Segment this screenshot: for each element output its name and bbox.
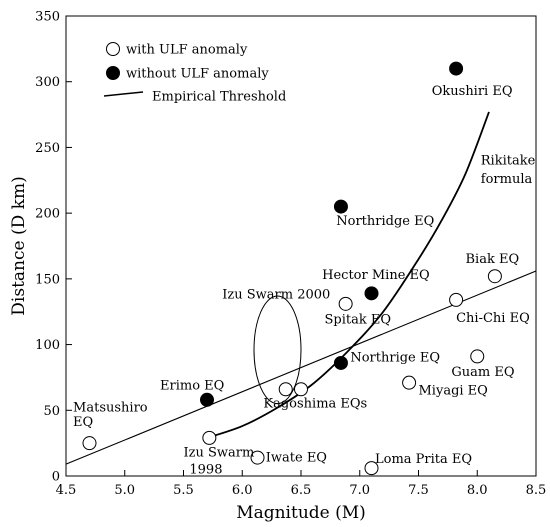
- annotation-guam: Guam EQ: [451, 365, 514, 380]
- annotation-kagoshima: Kagoshima EQs: [263, 397, 367, 412]
- point-without-ulf: [333, 199, 348, 214]
- point-without-ulf: [449, 61, 464, 76]
- annotation-erimo: Erimo EQ: [160, 378, 224, 393]
- annotation-miyagi: Miyagi EQ: [419, 384, 488, 399]
- annotations: Okushiri EQ Rikitake formula Northridge EQ B…: [73, 84, 536, 478]
- point-without-ulf: [364, 286, 379, 301]
- x-tick-label: 5.5: [173, 483, 194, 498]
- point-with-ulf: [470, 349, 485, 364]
- point-with-ulf: [82, 436, 97, 451]
- annotation-chichi: Chi-Chi EQ: [456, 311, 530, 326]
- point-with-ulf: [449, 292, 464, 307]
- x-tick-label: 8.0: [467, 483, 488, 498]
- annotation-lomaprita: Loma Prita EQ: [375, 452, 472, 467]
- point-with-ulf: [278, 382, 293, 397]
- annotation-hector: Hector Mine EQ: [322, 268, 430, 283]
- y-tick-label: 150: [35, 272, 60, 287]
- point-with-ulf: [338, 296, 353, 311]
- legend: with ULF anomaly without ULF anomaly Empir…: [103, 42, 286, 105]
- annotation-izu2000: Izu Swarm 2000: [222, 288, 330, 303]
- point-with-ulf: [202, 430, 217, 445]
- x-tick-label: 6.0: [232, 483, 253, 498]
- legend-filled-circle: [106, 66, 120, 80]
- annotation-iwate: Iwate EQ: [266, 451, 327, 466]
- legend-label: without ULF anomaly: [126, 67, 269, 82]
- point-with-ulf: [487, 269, 502, 284]
- x-axis-label: Magnitude (M): [236, 503, 366, 523]
- annotation-izu1998: 1998: [189, 462, 222, 477]
- axes: 4.5 5.0 5.5 6.0 6.5 7.0 7.5 8.0 8.5 0 50 100 150 200 2…: [35, 10, 546, 499]
- point-with-ulf: [402, 375, 417, 390]
- y-tick-label: 350: [35, 10, 60, 25]
- annotation-northridge: Northridge EQ: [336, 214, 434, 229]
- x-tick-label: 7.0: [349, 483, 370, 498]
- y-axis-label: Distance (D km): [9, 176, 29, 315]
- x-tick-label: 8.5: [526, 483, 547, 498]
- y-tick-label: 0: [52, 470, 60, 485]
- annotation-okushiri: Okushiri EQ: [432, 84, 513, 99]
- annotation-rikitake1: Rikitake: [481, 154, 536, 169]
- y-tick-label: 250: [35, 141, 60, 156]
- point-with-ulf: [364, 461, 379, 476]
- x-tick-label: 4.5: [56, 483, 77, 498]
- annotation-spitak: Spitak EQ: [325, 313, 392, 328]
- annotation-rikitake2: formula: [481, 172, 533, 187]
- annotation-matsushiro1: Matsushiro: [73, 401, 148, 416]
- point-with-ulf: [294, 382, 308, 397]
- x-tick-label: 6.5: [291, 483, 312, 498]
- point-without-ulf: [200, 392, 214, 407]
- y-tick-label: 300: [35, 75, 60, 90]
- point-without-ulf: [333, 355, 348, 370]
- annotation-matsushiro2: EQ: [73, 415, 93, 430]
- y-tick-label: 100: [35, 338, 60, 353]
- annotation-izuswarm: Izu Swarm: [184, 445, 255, 460]
- legend-open-circle: [106, 42, 120, 56]
- y-tick-label: 200: [35, 207, 60, 222]
- legend-line-marker: [103, 91, 144, 97]
- empirical-threshold-curve: [206, 111, 490, 439]
- x-tick-label: 5.0: [114, 483, 135, 498]
- legend-label: with ULF anomaly: [126, 43, 248, 58]
- annotation-northrige: Northrige EQ: [350, 351, 440, 366]
- izu-swarm-2000-ellipse: [253, 295, 302, 405]
- point-with-ulf: [250, 450, 265, 465]
- y-tick-label: 50: [43, 404, 60, 419]
- data-points: [82, 61, 502, 476]
- x-tick-label: 7.5: [408, 483, 429, 498]
- annotation-biak: Biak EQ: [466, 252, 520, 267]
- legend-label: Empirical Threshold: [152, 90, 286, 105]
